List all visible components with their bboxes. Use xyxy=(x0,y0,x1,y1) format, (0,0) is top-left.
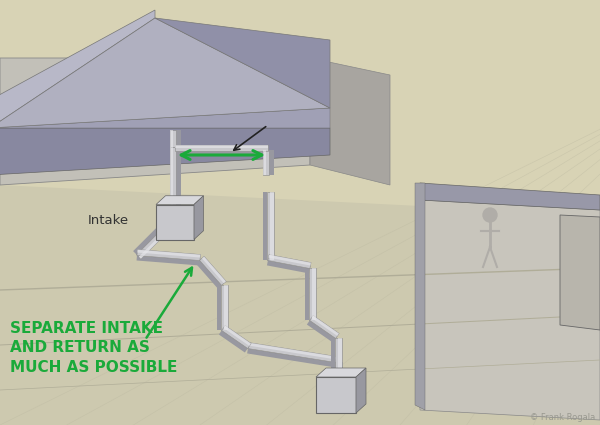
Polygon shape xyxy=(219,331,248,352)
Polygon shape xyxy=(311,315,339,336)
Polygon shape xyxy=(331,338,335,385)
Polygon shape xyxy=(0,58,310,185)
Circle shape xyxy=(483,208,497,222)
Polygon shape xyxy=(170,130,173,147)
Polygon shape xyxy=(0,128,330,175)
Polygon shape xyxy=(356,368,366,413)
Text: SEPARATE INTAKE
AND RETURN AS
MUCH AS POSSIBLE: SEPARATE INTAKE AND RETURN AS MUCH AS PO… xyxy=(10,321,178,375)
Polygon shape xyxy=(316,368,366,377)
Polygon shape xyxy=(269,150,274,175)
Polygon shape xyxy=(223,326,251,346)
Polygon shape xyxy=(194,196,203,240)
Polygon shape xyxy=(137,249,200,261)
Polygon shape xyxy=(313,268,316,320)
Polygon shape xyxy=(221,285,227,330)
Polygon shape xyxy=(310,268,316,320)
Polygon shape xyxy=(310,315,339,338)
Polygon shape xyxy=(224,285,227,330)
Polygon shape xyxy=(420,200,600,420)
Polygon shape xyxy=(175,144,268,150)
Polygon shape xyxy=(139,234,164,259)
Polygon shape xyxy=(133,228,160,255)
Polygon shape xyxy=(335,338,341,385)
Polygon shape xyxy=(268,255,311,266)
Polygon shape xyxy=(176,130,181,147)
Polygon shape xyxy=(247,348,336,368)
Polygon shape xyxy=(415,183,425,410)
Polygon shape xyxy=(175,150,268,156)
Polygon shape xyxy=(331,362,335,385)
Polygon shape xyxy=(338,362,341,385)
Polygon shape xyxy=(170,130,176,147)
Polygon shape xyxy=(307,320,335,343)
Polygon shape xyxy=(305,268,310,320)
Polygon shape xyxy=(420,183,600,210)
Polygon shape xyxy=(0,185,600,425)
Text: Intake: Intake xyxy=(88,213,129,227)
Polygon shape xyxy=(268,192,274,260)
Polygon shape xyxy=(170,147,173,205)
Polygon shape xyxy=(271,192,274,260)
Polygon shape xyxy=(0,10,155,128)
FancyBboxPatch shape xyxy=(316,377,356,413)
Polygon shape xyxy=(338,338,341,385)
Polygon shape xyxy=(0,108,330,128)
Polygon shape xyxy=(137,249,200,258)
Polygon shape xyxy=(560,215,600,330)
Polygon shape xyxy=(176,147,181,205)
Polygon shape xyxy=(0,18,330,128)
FancyBboxPatch shape xyxy=(156,204,194,240)
Polygon shape xyxy=(310,58,390,185)
Polygon shape xyxy=(268,255,311,269)
Polygon shape xyxy=(202,256,226,283)
Polygon shape xyxy=(137,255,200,266)
Polygon shape xyxy=(248,343,337,360)
Polygon shape xyxy=(263,150,266,175)
Polygon shape xyxy=(200,256,226,285)
Polygon shape xyxy=(248,343,337,363)
Polygon shape xyxy=(175,144,268,147)
Polygon shape xyxy=(217,285,221,330)
Polygon shape xyxy=(267,261,310,273)
Polygon shape xyxy=(263,150,269,175)
Polygon shape xyxy=(221,326,251,348)
Polygon shape xyxy=(335,362,341,385)
Polygon shape xyxy=(196,261,221,289)
Polygon shape xyxy=(263,192,268,260)
Text: © Frank Rogala: © Frank Rogala xyxy=(530,413,595,422)
Polygon shape xyxy=(170,147,176,205)
Polygon shape xyxy=(156,196,203,204)
Polygon shape xyxy=(137,232,164,259)
Polygon shape xyxy=(155,18,330,108)
